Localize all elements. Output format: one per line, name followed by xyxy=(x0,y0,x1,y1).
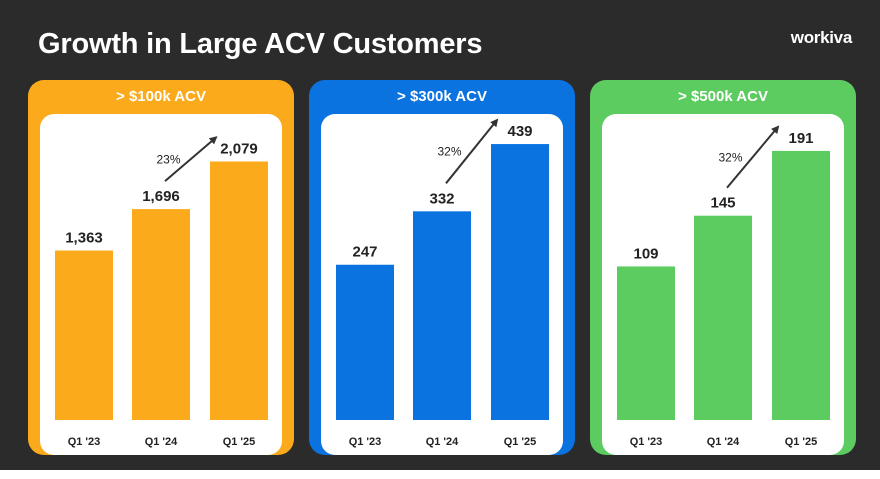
bar xyxy=(210,161,268,420)
value-label: 332 xyxy=(429,190,454,207)
bar xyxy=(491,144,549,421)
chart-area: 247 Q1 '23 332 Q1 '24 439 Q1 '25 32% xyxy=(321,114,563,455)
growth-label: 23% xyxy=(156,152,180,166)
panel-500k: > $500k ACV 109 Q1 '23 145 Q1 '24 191 Q1 '25 3… xyxy=(590,80,856,455)
panel-header: > $100k ACV xyxy=(116,88,206,105)
workiva-logo: workiva xyxy=(790,28,853,47)
value-label: 109 xyxy=(633,245,658,262)
growth-label: 32% xyxy=(437,145,461,159)
bar xyxy=(413,211,471,420)
bar xyxy=(55,250,113,420)
value-label: 191 xyxy=(788,130,813,147)
growth-arrow xyxy=(445,118,499,184)
category-label: Q1 '24 xyxy=(426,436,459,448)
category-label: Q1 '25 xyxy=(785,436,818,448)
chart-area: 109 Q1 '23 145 Q1 '24 191 Q1 '25 32% xyxy=(602,114,844,455)
growth-arrow xyxy=(726,125,780,189)
value-label: 1,696 xyxy=(142,188,180,205)
category-label: Q1 '23 xyxy=(68,436,101,448)
value-label: 2,079 xyxy=(220,140,258,157)
panel-100k: > $100k ACV 1,363 Q1 '23 1,696 Q1 '24 2,079 Q… xyxy=(28,80,294,455)
bar xyxy=(617,266,675,420)
panel-300k: > $300k ACV 247 Q1 '23 332 Q1 '24 439 Q1 '25 3… xyxy=(309,80,575,455)
panel-header: > $300k ACV xyxy=(397,88,487,105)
bar xyxy=(694,215,752,420)
category-label: Q1 '25 xyxy=(504,436,537,448)
growth-label: 32% xyxy=(718,150,742,164)
category-label: Q1 '24 xyxy=(707,436,740,448)
value-label: 439 xyxy=(507,123,532,140)
bar xyxy=(132,209,190,420)
category-label: Q1 '23 xyxy=(349,436,382,448)
chart-area: 1,363 Q1 '23 1,696 Q1 '24 2,079 Q1 '25 23% xyxy=(40,114,282,455)
value-label: 247 xyxy=(352,244,377,261)
page-title: Growth in Large ACV Customers xyxy=(38,28,483,60)
bar xyxy=(772,150,830,420)
bar-chart-500k: 109 Q1 '23 145 Q1 '24 191 Q1 '25 32% xyxy=(617,125,830,448)
category-label: Q1 '25 xyxy=(223,436,256,448)
bar-chart-300k: 247 Q1 '23 332 Q1 '24 439 Q1 '25 32% xyxy=(336,118,549,448)
growth-arrow xyxy=(164,136,218,182)
value-label: 145 xyxy=(710,195,735,212)
category-label: Q1 '24 xyxy=(145,436,178,448)
bar xyxy=(336,264,394,420)
bar-chart-100k: 1,363 Q1 '23 1,696 Q1 '24 2,079 Q1 '25 23% xyxy=(55,136,268,448)
category-label: Q1 '23 xyxy=(630,436,663,448)
value-label: 1,363 xyxy=(65,230,103,247)
panel-header: > $500k ACV xyxy=(678,88,768,105)
